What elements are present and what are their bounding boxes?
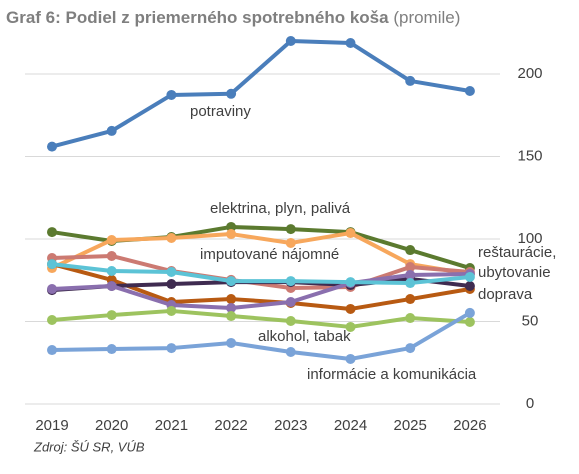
x-tick-label: 2020 [95,417,128,434]
series-label: potraviny [190,103,251,120]
series-line [51,262,471,286]
point [405,269,416,280]
series-line [51,39,471,149]
y-tick-label: 50 [522,312,539,329]
point [106,125,117,136]
point [166,305,177,316]
point [405,75,416,86]
point [106,281,117,292]
point [285,297,296,308]
y-tick-label: 100 [517,230,542,247]
x-tick-label: 2024 [334,417,367,434]
point [464,271,475,282]
x-tick-label: 2022 [214,417,247,434]
point [226,229,237,240]
series-line [51,308,471,329]
point [345,277,356,288]
point [166,233,177,244]
source: Zdroj: ŠÚ SR, VÚB [33,439,145,454]
point [106,344,117,355]
point [285,224,296,235]
point [405,313,416,324]
point [345,228,356,239]
y-tick-label: 150 [517,147,542,164]
series-line [51,262,471,311]
point [47,283,57,294]
point [47,315,57,326]
point [345,353,356,364]
x-tick-label: 2023 [274,417,307,434]
x-tick-label: 2019 [35,417,68,434]
point [405,278,416,289]
point [285,347,296,358]
series-label: elektrina, plyn, palivá [210,200,351,217]
point [345,321,356,332]
x-tick-label: 2025 [394,417,427,434]
point [405,245,416,256]
point [345,303,356,314]
point [226,221,237,232]
series-label: imputované nájomné [200,246,339,263]
chart-title-line: Graf 6: Podiel z priemerného spotrebného… [6,8,460,27]
point [405,262,416,273]
point [166,279,177,290]
series-label: reštaurácie, ubytovanie [478,244,561,281]
point [47,141,57,152]
point [106,234,117,245]
point [464,281,475,292]
point [106,310,117,321]
y-tick-label: 0 [526,395,534,412]
series-line [51,271,470,310]
series-label: alkohol, tabak [258,328,351,345]
point [464,316,475,327]
point [285,316,296,327]
x-tick-label: 2021 [155,417,188,434]
point [285,276,296,287]
chart-subtitle: (promile) [393,8,460,27]
point [345,37,356,48]
point [226,311,237,322]
point [47,345,57,356]
series-label: informácie a komunikácia [307,366,477,383]
point [47,227,57,238]
point [226,337,237,348]
series-line [51,311,471,361]
point [464,85,475,96]
x-tick-label: 2026 [453,417,486,434]
chart-title: Graf 6: Podiel z priemerného spotrebného… [6,8,389,27]
point [226,294,237,305]
point [226,276,237,287]
point [285,237,296,248]
point [166,89,177,100]
series-line [51,231,471,276]
series-label: doprava [478,286,533,303]
point [226,302,237,313]
point [106,266,117,277]
point [285,36,296,46]
point [226,88,237,99]
point [166,343,177,354]
point [166,267,177,277]
point [464,307,475,318]
point [47,259,57,270]
point [106,250,117,261]
point [405,294,416,305]
y-tick-label: 200 [517,65,542,82]
point [405,343,416,354]
